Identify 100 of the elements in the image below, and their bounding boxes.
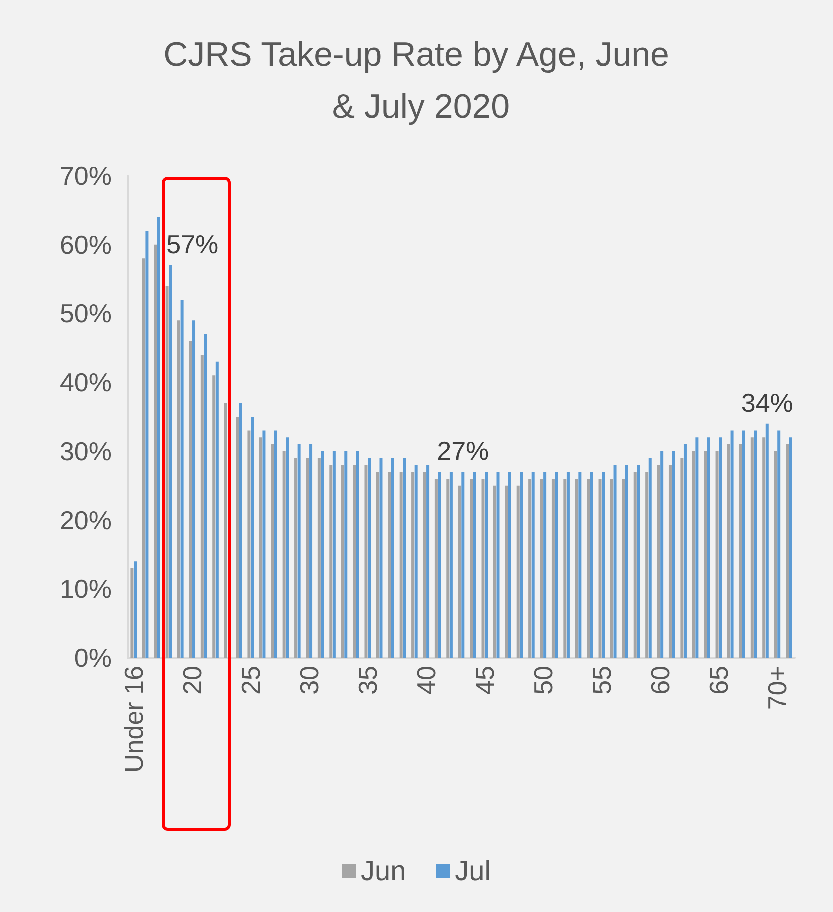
x-tick-label: 30 <box>294 666 324 695</box>
legend-label: Jul <box>455 856 491 886</box>
bar <box>754 430 758 658</box>
bar <box>282 451 286 658</box>
bar <box>332 451 336 658</box>
bar <box>602 472 606 658</box>
bar <box>353 465 356 658</box>
bar <box>154 244 158 658</box>
bar <box>130 568 134 658</box>
bar <box>169 266 172 658</box>
bar <box>660 451 664 658</box>
bar <box>380 458 383 658</box>
bar <box>485 472 488 658</box>
bar <box>189 341 192 658</box>
bar <box>251 417 254 658</box>
bar <box>192 320 196 658</box>
bar <box>473 472 476 658</box>
bar <box>692 451 696 658</box>
bar <box>587 478 590 658</box>
bar <box>622 478 626 658</box>
bar <box>259 438 262 658</box>
bar <box>696 438 699 658</box>
data-label: 57% <box>166 230 219 260</box>
bar <box>648 458 652 658</box>
x-tick-label: 25 <box>236 666 266 695</box>
chart-title: CJRS Take-up Rate by Age, June & July 2020 <box>164 36 670 126</box>
bar <box>166 286 169 658</box>
bar <box>458 486 462 658</box>
bar <box>680 458 684 658</box>
bar <box>423 472 426 658</box>
bar <box>426 465 430 658</box>
bar <box>578 472 582 658</box>
bar <box>614 465 617 658</box>
bar <box>778 430 781 658</box>
bar <box>516 486 520 658</box>
bar <box>450 472 453 658</box>
y-tick-label: 20% <box>60 505 112 536</box>
bar <box>376 472 380 658</box>
bar <box>637 465 640 658</box>
bar <box>414 465 418 658</box>
bar <box>657 465 660 658</box>
bar <box>672 451 676 658</box>
bar <box>157 217 160 658</box>
bar <box>575 478 578 658</box>
bar <box>438 472 442 658</box>
bar <box>766 424 769 658</box>
bar <box>750 438 754 658</box>
bar <box>239 403 242 658</box>
bar <box>470 478 474 658</box>
bar <box>391 458 394 658</box>
x-tick-label: 20 <box>177 666 208 695</box>
x-tick-label: 45 <box>470 666 500 695</box>
bar <box>446 478 450 658</box>
bar <box>528 478 532 658</box>
bar <box>294 458 298 658</box>
bar <box>341 465 344 658</box>
bar <box>520 472 524 658</box>
bar <box>364 465 368 658</box>
y-tick-label: 70% <box>60 161 112 191</box>
x-tick-label: Under 16 <box>118 666 149 773</box>
x-tick-label: 35 <box>352 666 383 695</box>
bar <box>552 478 555 658</box>
bar <box>271 444 274 658</box>
bar <box>786 444 789 658</box>
bar <box>146 231 149 658</box>
bar <box>590 472 594 658</box>
bar <box>789 438 792 658</box>
bar <box>727 444 730 658</box>
bar <box>774 451 778 658</box>
x-tick-label: 65 <box>704 666 734 695</box>
bar <box>564 478 567 658</box>
bar <box>286 438 290 658</box>
bar <box>684 444 687 658</box>
bar <box>180 300 184 658</box>
bar <box>274 430 278 658</box>
bar <box>434 478 438 658</box>
bar <box>496 472 500 658</box>
bar <box>505 486 508 658</box>
bar <box>344 451 348 658</box>
bar <box>742 430 746 658</box>
bar <box>634 472 637 658</box>
bar <box>306 458 310 658</box>
bar <box>134 562 137 658</box>
bar <box>719 438 722 658</box>
y-tick-label: 10% <box>60 574 112 604</box>
bar <box>540 478 544 658</box>
data-label: 27% <box>437 436 490 466</box>
bar <box>493 486 496 658</box>
bar <box>482 478 485 658</box>
bar <box>762 438 766 658</box>
bar <box>356 451 360 658</box>
bar <box>400 472 403 658</box>
bar <box>204 334 208 658</box>
bar <box>598 478 602 658</box>
bar <box>298 444 301 658</box>
x-tick-label: 60 <box>645 666 676 695</box>
data-label: 34% <box>741 388 794 418</box>
bar <box>730 430 734 658</box>
bar <box>566 472 570 658</box>
x-tick-label: 70+ <box>762 666 792 710</box>
